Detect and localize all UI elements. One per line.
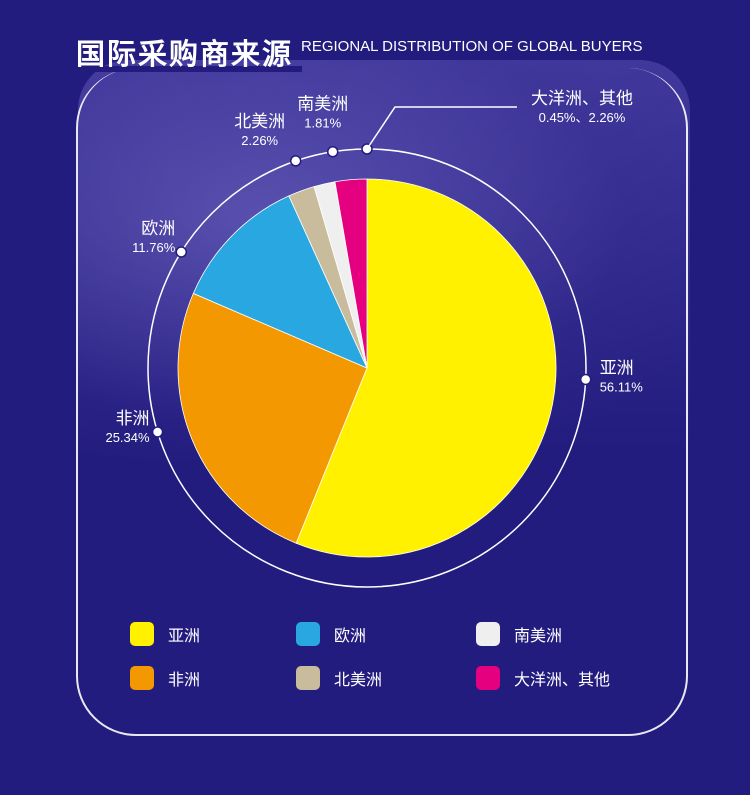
legend-item-oceania-other: 大洋洲、其他 <box>476 666 610 690</box>
slice-name-label: 非洲 <box>116 409 150 429</box>
label-dot <box>289 155 302 167</box>
legend-label: 欧洲 <box>334 626 367 645</box>
slice-name-label: 欧洲 <box>141 219 175 239</box>
legend-swatch <box>296 622 320 646</box>
legend-item-south-america: 南美洲 <box>476 622 562 646</box>
page-subtitle: REGIONAL DISTRIBUTION OF GLOBAL BUYERS <box>301 38 643 55</box>
legend-swatch <box>476 622 500 646</box>
slice-value-label: 25.34% <box>105 430 150 445</box>
label-dot <box>579 373 592 386</box>
leader-line <box>366 106 517 150</box>
content-frame <box>76 68 688 736</box>
slice-name-label: 北美洲 <box>234 112 285 132</box>
slice-value-label: 0.45%、2.26% <box>539 110 626 125</box>
legend-label: 北美洲 <box>334 670 383 689</box>
slice-name-label: 大洋洲、其他 <box>531 89 633 109</box>
slice-value-label: 2.26% <box>241 133 278 148</box>
slice-name-label: 亚洲 <box>600 358 634 378</box>
label-dot <box>326 145 339 158</box>
pie-slice <box>334 178 368 369</box>
legend-item-north-america: 北美洲 <box>296 666 382 690</box>
legend-swatch <box>296 666 320 690</box>
pie-slice <box>295 178 557 558</box>
legend-label: 亚洲 <box>168 626 201 645</box>
legend-swatch <box>130 622 154 646</box>
pie-slice <box>177 292 368 544</box>
legend-label: 大洋洲、其他 <box>514 670 611 689</box>
slice-value-label: 56.11% <box>600 379 644 394</box>
label-dot <box>151 426 164 438</box>
legend-item-europe: 欧洲 <box>296 622 366 646</box>
legend-item-asia: 亚洲 <box>130 622 200 646</box>
label-dot <box>175 246 188 258</box>
slice-value-label: 11.76% <box>132 240 176 255</box>
legend-label: 非洲 <box>168 670 201 689</box>
legend-swatch <box>476 666 500 690</box>
slice-name-label: 南美洲 <box>297 95 348 115</box>
slice-value-label: 1.81% <box>304 116 341 131</box>
pie-slice <box>192 195 368 369</box>
legend-label: 南美洲 <box>514 626 563 645</box>
legend-item-africa: 非洲 <box>130 666 200 690</box>
legend-swatch <box>130 666 154 690</box>
page-title: 国际采购商来源 <box>76 37 294 71</box>
legend: 亚洲 欧洲 南美洲 非洲 北美洲 大洋洲、其他 <box>130 622 610 702</box>
